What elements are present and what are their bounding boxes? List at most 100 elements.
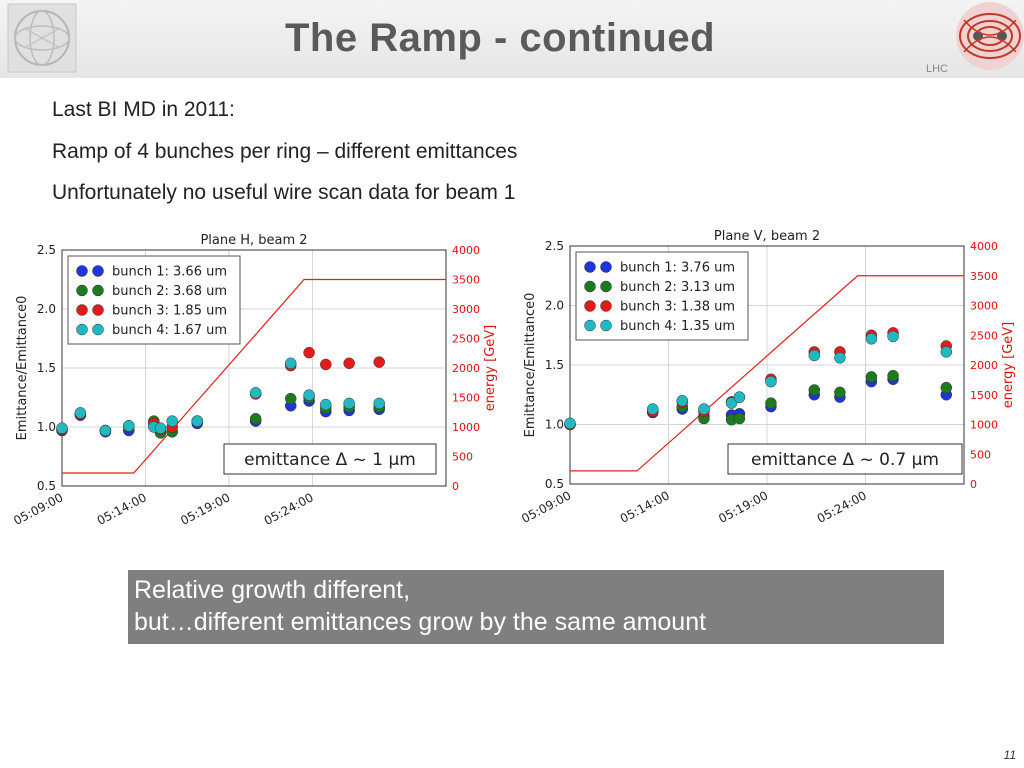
data-point-bunch-2: [834, 386, 846, 399]
data-point-bunch-4: [56, 422, 68, 434]
y2-tick-label: 500: [452, 451, 473, 464]
data-point-bunch-2: [284, 392, 297, 405]
y-tick-label: 2.5: [37, 243, 56, 257]
annotation-box: [727, 443, 963, 475]
data-point-bunch-4: [284, 357, 297, 370]
cern-logo-icon: [7, 3, 77, 73]
energy-ramp-line: [570, 275, 964, 472]
y2-tick-label: 1000: [970, 419, 998, 432]
legend-label: bunch 3: 1.85 um: [112, 304, 227, 319]
lhc-logo-label: LHC: [926, 63, 949, 75]
y2-tick-label: 0: [970, 478, 977, 491]
data-point-bunch-2: [733, 412, 746, 425]
bullet-1: Last BI MD in 2011:: [52, 98, 235, 121]
data-point-bunch-4: [154, 422, 167, 434]
y2-tick-label: 1500: [452, 392, 480, 405]
lhc-logo-icon: [956, 2, 1024, 70]
plot-frame: [61, 249, 447, 487]
data-point-bunch-4: [676, 394, 689, 407]
data-point-bunch-4: [123, 420, 135, 432]
y-tick-label: 1.5: [37, 361, 56, 375]
x-tick-label: 05:24:00: [262, 490, 316, 528]
data-point-bunch-4: [191, 415, 203, 427]
y2-tick-label: 4000: [452, 244, 480, 257]
legend-marker: [584, 280, 596, 293]
legend-label: bunch 2: 3.13 um: [620, 280, 735, 295]
y-tick-label: 1.0: [37, 420, 56, 434]
y2-tick-label: 3000: [452, 303, 480, 316]
x-tick-label: 05:24:00: [815, 488, 869, 526]
bullet-2: Ramp of 4 bunches per ring – different e…: [52, 140, 518, 163]
y2-axis-label: energy [GeV]: [483, 325, 498, 412]
data-point-bunch-3: [343, 357, 355, 370]
page-number: 11: [1003, 748, 1016, 762]
annotation-text: emittance Δ ~ 0.7 µm: [751, 450, 939, 470]
caption-line-2: but…different emittances grow by the sam…: [134, 608, 707, 636]
legend-marker: [600, 261, 612, 273]
legend-marker: [92, 284, 104, 297]
data-point-bunch-4: [166, 415, 178, 427]
plot-frame: [569, 245, 965, 485]
legend-marker: [584, 261, 596, 273]
data-point-bunch-2: [808, 384, 821, 396]
legend-marker: [600, 300, 612, 312]
caption-box: Relative growth different, but…different…: [128, 570, 944, 644]
data-point-bunch-4: [887, 330, 899, 343]
legend-marker: [76, 284, 88, 297]
legend-marker: [76, 323, 88, 336]
data-point-bunch-4: [249, 387, 262, 399]
x-tick-label: 05:09:00: [11, 490, 65, 528]
data-point-bunch-4: [564, 417, 576, 430]
data-point-bunch-4: [303, 389, 315, 401]
legend-marker: [76, 265, 88, 277]
y-tick-label: 1.0: [545, 418, 564, 432]
y-axis-label: Emittance/Emittance0: [523, 293, 538, 438]
x-tick-label: 05:14:00: [95, 490, 149, 528]
slide-header: The Ramp - continued LHC: [0, 0, 1024, 78]
caption-line-1: Relative growth different,: [134, 576, 411, 604]
chart-plane-h: Plane H, beam 2 0.5 1.0 1.5 2.0 2.5 0 500 1000 15…: [11, 233, 498, 528]
data-point-bunch-4: [808, 349, 821, 362]
y2-tick-label: 2500: [970, 329, 998, 342]
y2-tick-label: 3500: [970, 270, 998, 283]
data-point-bunch-4: [834, 352, 846, 364]
y-tick-label: 2.0: [37, 302, 56, 316]
legend-marker: [600, 280, 612, 293]
data-point-bunch-2: [249, 412, 262, 425]
chart-title: Plane V, beam 2: [714, 229, 820, 244]
y2-axis-label: energy [GeV]: [1001, 322, 1016, 409]
data-point-bunch-4: [343, 397, 355, 410]
data-point-bunch-2: [940, 381, 953, 394]
x-tick-label: 05:09:00: [519, 488, 573, 526]
legend-label: bunch 3: 1.38 um: [620, 300, 735, 315]
legend-label: bunch 1: 3.66 um: [112, 265, 227, 280]
bullet-3: Unfortunately no useful wire scan data f…: [52, 181, 516, 204]
data-point-bunch-4: [725, 397, 738, 409]
legend-label: bunch 1: 3.76 um: [620, 261, 735, 276]
legend-marker: [584, 319, 596, 332]
y2-tick-label: 4000: [970, 240, 998, 253]
y2-tick-label: 1000: [452, 421, 480, 434]
y-tick-label: 2.0: [545, 299, 564, 313]
data-point-bunch-4: [99, 424, 112, 437]
legend-marker: [584, 300, 596, 312]
annotation-text: emittance Δ ~ 1 µm: [244, 450, 416, 470]
chart-plane-v: Plane V, beam 2 0.5 1.0 1.5 2.0 2.5 0 500 1000 15…: [519, 229, 1016, 526]
y2-tick-label: 3500: [452, 274, 480, 287]
y2-tick-label: 2000: [970, 359, 998, 372]
data-point-bunch-2: [887, 369, 899, 382]
data-point-bunch-4: [373, 397, 385, 410]
data-point-bunch-3: [303, 346, 315, 359]
data-point-bunch-3: [373, 356, 385, 368]
data-point-bunch-2: [765, 397, 777, 409]
annotation-box: [223, 443, 437, 475]
y-axis-label: Emittance/Emittance0: [15, 296, 30, 441]
legend-marker: [92, 323, 104, 336]
legend-label: bunch 2: 3.68 um: [112, 284, 227, 299]
data-point-bunch-3: [320, 358, 332, 371]
y-tick-label: 2.5: [545, 239, 564, 253]
slide-title: The Ramp - continued: [285, 16, 715, 60]
y-tick-label: 0.5: [37, 479, 56, 493]
energy-ramp-line: [62, 278, 446, 474]
data-point-bunch-4: [940, 346, 953, 358]
